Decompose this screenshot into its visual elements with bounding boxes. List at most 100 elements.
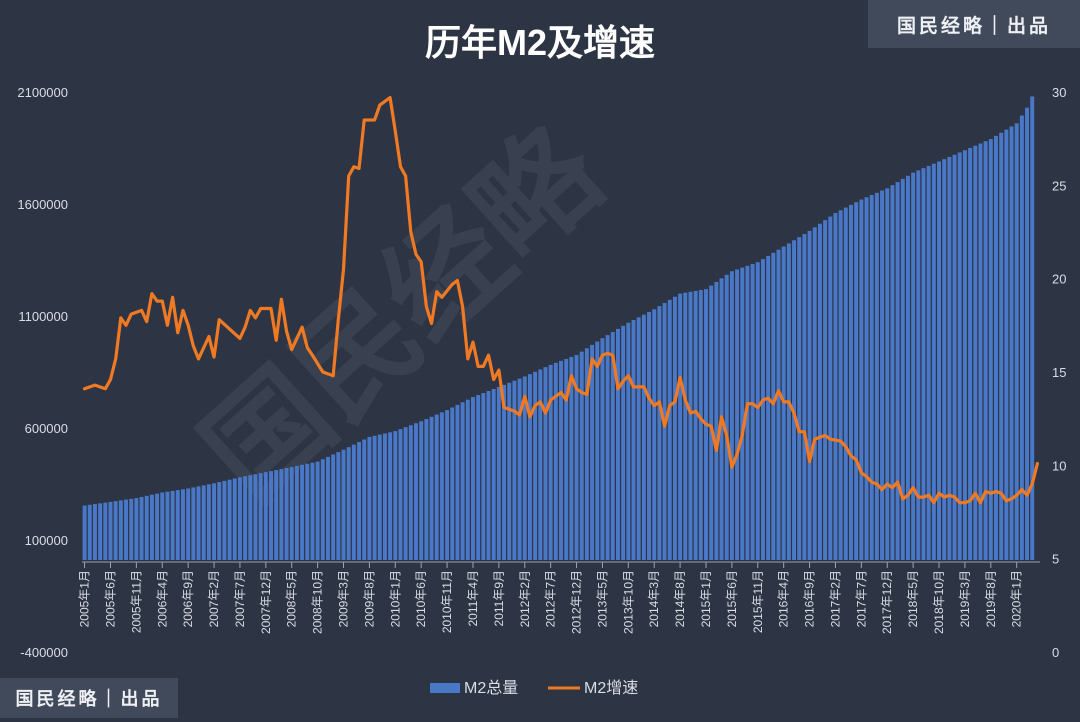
m2-total-bar (87, 504, 92, 560)
m2-total-bar (113, 501, 118, 560)
x-axis-tick-label: 2011年4月 (466, 570, 480, 626)
m2-total-bar (600, 338, 605, 560)
m2-total-bar (807, 230, 812, 560)
m2-total-bar (191, 487, 196, 560)
x-axis-tick-label: 2009年8月 (362, 570, 376, 627)
m2-total-bar (926, 165, 931, 561)
x-axis-tick-label: 2009年3月 (337, 570, 351, 627)
m2-total-bar (999, 132, 1004, 560)
m2-total-bar (1025, 107, 1030, 561)
x-axis-tick-label: 2013年10月 (621, 570, 635, 634)
m2-total-bar (957, 152, 962, 561)
x-axis-tick-label: 2020年1月 (1010, 570, 1024, 627)
m2-total-bar (792, 240, 796, 560)
m2-total-bar (698, 290, 703, 560)
m2-total-bar (729, 271, 734, 560)
m2-total-bar (574, 354, 579, 560)
m2-total-bar (885, 188, 890, 560)
x-axis-tick-label: 2015年1月 (699, 570, 713, 627)
m2-total-bar (129, 498, 134, 560)
m2-total-bar (740, 267, 745, 560)
left-axis-tick: 2100000 (17, 85, 68, 100)
m2-total-bar (294, 465, 299, 560)
m2-total-bar (108, 501, 113, 560)
m2-total-bar (502, 384, 507, 560)
x-axis-tick-label: 2010年6月 (414, 570, 428, 627)
m2-total-bar (186, 488, 191, 560)
x-axis-tick-label: 2010年11月 (440, 570, 454, 633)
m2-total-bar (900, 178, 905, 561)
m2-total-bar (429, 416, 434, 560)
legend-label-m2-growth: M2增速 (584, 679, 638, 697)
m2-total-bar (890, 185, 895, 560)
brand-badge-top: 国民经略｜出品 (868, 0, 1080, 48)
m2-total-bar (994, 135, 998, 561)
m2-total-bars (82, 96, 1035, 561)
x-axis-tick-label: 2016年9月 (803, 570, 817, 627)
m2-total-bar (434, 414, 439, 560)
m2-total-bar (968, 148, 973, 560)
m2-total-bar (678, 293, 683, 560)
m2-total-bar (139, 496, 144, 560)
m2-total-bar (615, 328, 620, 560)
right-axis-tick: 15 (1052, 365, 1066, 380)
right-axis-tick: 10 (1052, 458, 1066, 473)
m2-total-bar (103, 502, 108, 560)
m2-total-bar (605, 335, 610, 560)
x-axis-tick-label: 2019年8月 (984, 570, 998, 627)
m2-total-bar (631, 320, 636, 560)
m2-total-bar (652, 309, 657, 560)
m2-total-bar (527, 374, 532, 560)
m2-total-bar (357, 442, 362, 560)
m2-total-bar (947, 156, 952, 560)
m2-total-bar (517, 378, 522, 560)
m2-total-bar (1014, 123, 1019, 561)
m2-total-bar (408, 425, 413, 560)
m2-total-bar (227, 479, 232, 560)
m2-total-bar (476, 395, 481, 560)
brand-badge-bottom: 国民经略｜出品 (0, 678, 178, 718)
m2-total-bar (175, 490, 180, 560)
m2-total-bar (880, 190, 885, 560)
left-axis-tick: 600000 (25, 421, 68, 436)
m2-total-bar (496, 387, 501, 560)
x-axis-tick-label: 2017年12月 (880, 570, 894, 634)
m2-total-bar (237, 477, 242, 560)
m2-total-bar (641, 314, 646, 560)
m2-total-bar (372, 435, 377, 560)
m2-total-bar (201, 485, 206, 560)
m2-total-bar (812, 227, 817, 560)
m2-total-bar (419, 421, 424, 560)
x-axis-tick-label: 2015年11月 (751, 570, 765, 633)
m2-total-bar (248, 475, 253, 560)
m2-total-bar (942, 159, 947, 560)
m2-total-bar (559, 360, 563, 560)
m2-total-bar (263, 472, 268, 560)
m2-total-bar (714, 281, 719, 560)
m2-total-bar (797, 237, 802, 561)
m2-total-bar (289, 466, 294, 560)
m2-total-bar (206, 484, 211, 560)
left-axis-tick: 1600000 (17, 197, 68, 212)
m2-total-bar (388, 432, 393, 560)
m2-total-bar (382, 433, 387, 560)
right-axis-tick: 20 (1052, 272, 1066, 287)
m2-total-bar (647, 311, 652, 560)
m2-total-bar (336, 452, 341, 560)
legend-swatch-m2-total (430, 683, 460, 693)
m2-total-bar (310, 462, 315, 560)
m2-total-bar (1030, 96, 1035, 560)
m2-total-bar (346, 447, 351, 560)
m2-total-bar (750, 264, 755, 560)
m2-total-bar (828, 216, 833, 560)
m2-total-bar (595, 341, 600, 560)
m2-total-bar (978, 143, 983, 560)
m2-total-bar (859, 199, 864, 560)
m2-total-bar (181, 489, 185, 560)
m2-total-bar (144, 495, 149, 560)
m2-total-bar (522, 376, 527, 560)
m2-total-bar (331, 454, 336, 560)
m2-total-bar (439, 412, 444, 560)
x-axis-tick-label: 2007年7月 (233, 570, 247, 627)
x-axis-tick-label: 2018年10月 (932, 570, 946, 634)
